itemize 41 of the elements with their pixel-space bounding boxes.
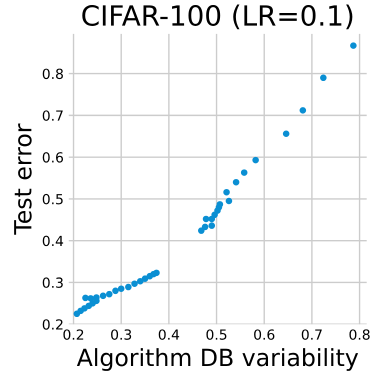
x-axis-title: Algorithm DB variability [76,348,358,371]
point [223,188,230,196]
y-axis-title: Test error [14,124,32,235]
x-tick-label: 0.8 [349,329,370,340]
x-tick-label: 0.6 [254,329,274,340]
y-tick-label: 0.8 [42,68,63,80]
y-tick-label: 0.5 [42,194,63,204]
x-tick-label: 0.5 [206,329,226,340]
point [153,270,160,276]
y-tick-label: 0.2 [42,319,63,330]
y-tick-label: 0.4 [42,236,64,246]
point [100,292,106,300]
point [232,178,240,186]
point [198,227,205,234]
point [106,290,113,298]
point [226,198,232,204]
x-tick-label: 0.2 [63,329,84,340]
point [350,42,357,49]
point [282,130,290,138]
point [240,169,248,176]
point [252,156,259,164]
point [131,280,138,287]
point [125,284,132,290]
x-tick-label: 0.3 [111,329,132,340]
point [87,295,94,302]
point [202,224,208,230]
point [112,288,119,294]
y-tick-label: 0.7 [42,110,63,121]
x-tick-label: 0.4 [158,329,180,340]
point [118,285,124,292]
point [137,278,144,284]
point [300,107,306,114]
point [202,216,210,222]
point [320,74,327,82]
point [216,201,224,208]
y-tick-label: 0.6 [42,152,64,163]
point [208,222,216,229]
y-tick-label: 0.3 [42,277,63,288]
chart-title: CIFAR-100 (LR=0.1) [82,4,352,30]
point [142,275,148,282]
x-tick-label: 0.7 [302,329,322,340]
